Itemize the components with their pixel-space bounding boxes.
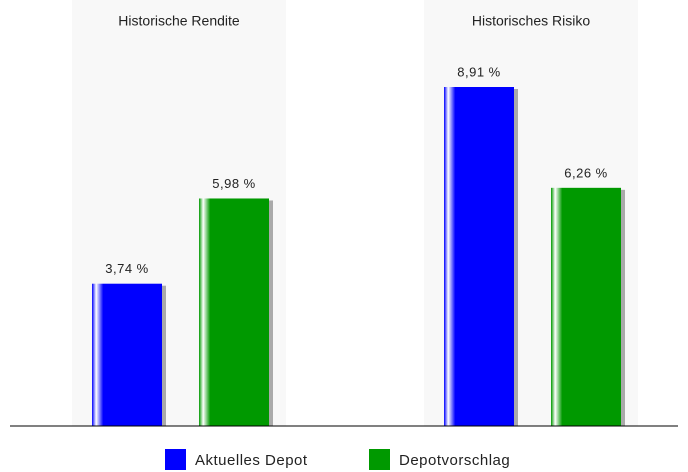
bar [551, 187, 621, 426]
value-label: 6,26 % [564, 165, 607, 180]
legend-swatch [369, 449, 390, 470]
group-title: Historisches Risiko [472, 13, 590, 29]
bar [444, 87, 514, 426]
bar [199, 198, 269, 426]
legend-swatch [165, 449, 186, 470]
legend-label: Depotvorschlag [399, 452, 510, 469]
value-label: 5,98 % [212, 176, 255, 191]
value-label: 3,74 % [105, 261, 148, 276]
legend-label: Aktuelles Depot [195, 452, 308, 469]
bar [92, 283, 162, 426]
group-title: Historische Rendite [118, 13, 240, 29]
value-label: 8,91 % [457, 64, 500, 79]
